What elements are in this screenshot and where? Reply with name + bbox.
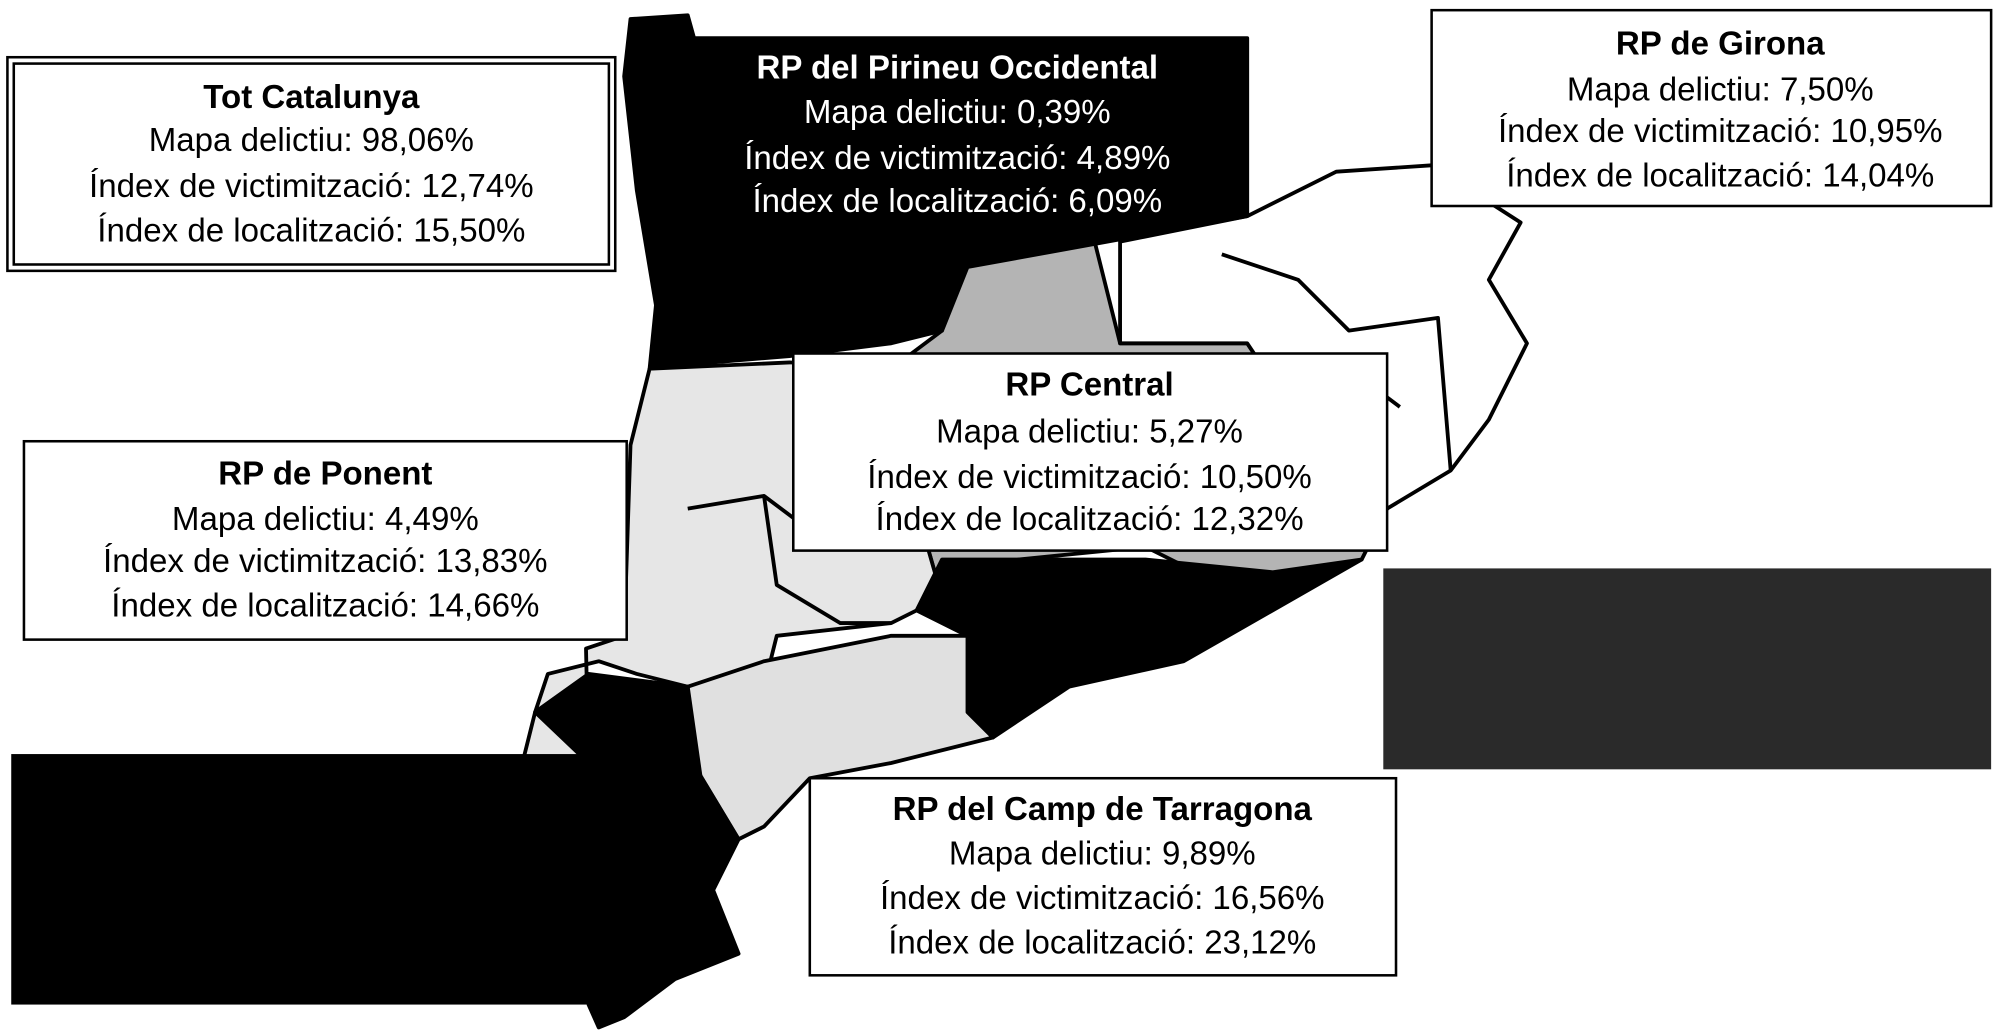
box-title: RP de Girona — [1616, 26, 1825, 63]
box-title: RP de Ponent — [218, 455, 432, 492]
box-line: Mapa delictiu: 4,49% — [172, 501, 479, 538]
black-block — [11, 754, 589, 1005]
box-tot-catalunya: Tot Catalunya Mapa delictiu: 98,06% Índe… — [6, 55, 617, 273]
box-line: Índex de localització: 14,66% — [111, 588, 539, 625]
comarca-border — [762, 495, 892, 625]
box-line: Índex de victimització: 13,83% — [103, 543, 548, 580]
box-central: RP Central Mapa delictiu: 5,27% Índex de… — [792, 352, 1389, 552]
box-line: Mapa delictiu: 5,27% — [936, 413, 1243, 450]
box — [1430, 8, 1993, 208]
box-line: Mapa delictiu: 98,06% — [149, 122, 474, 159]
box-line: Índex de victimització: 10,50% — [867, 459, 1312, 496]
region-barcelona — [914, 557, 1364, 740]
box-line: Índex de victimització: 16,56% — [880, 880, 1325, 917]
box-title: RP del Pirineu Occidental — [757, 50, 1159, 87]
box-pirineu: RP del Pirineu Occidental Mapa delictiu:… — [744, 50, 1170, 221]
box — [6, 55, 617, 273]
box-line: Índex de localització: 23,12% — [888, 925, 1316, 962]
region-pirineu — [622, 13, 1250, 371]
comarca-border — [1221, 252, 1453, 471]
box-girona: RP de Girona Mapa delictiu: 7,50% Índex … — [1430, 8, 1993, 208]
box — [808, 776, 1398, 977]
box-line: Índex de localització: 14,04% — [1506, 158, 1934, 195]
box-line: Mapa delictiu: 9,89% — [949, 836, 1256, 873]
box-line: Índex de victimització: 10,95% — [1498, 113, 1943, 150]
gray-block — [1383, 568, 1992, 770]
box-tarragona: RP del Camp de Tarragona Mapa delictiu: … — [808, 776, 1398, 977]
box-line: Mapa delictiu: 0,39% — [804, 94, 1111, 131]
box-inner — [12, 62, 611, 266]
box-title: RP del Camp de Tarragona — [893, 791, 1313, 828]
box-line: Índex de localització: 15,50% — [97, 212, 525, 249]
box-ponent: RP de Ponent Mapa delictiu: 4,49% Índex … — [22, 439, 628, 641]
box-line: Índex de victimització: 4,89% — [744, 140, 1170, 177]
box-line: Mapa delictiu: 7,50% — [1567, 71, 1874, 108]
box-line: Índex de victimització: 12,74% — [89, 168, 534, 205]
box — [792, 352, 1389, 552]
box-title: RP Central — [1005, 366, 1173, 403]
box-line: Índex de localització: 6,09% — [752, 183, 1162, 220]
box-title: Tot Catalunya — [203, 79, 420, 116]
box — [22, 439, 628, 641]
box-line: Índex de localització: 12,32% — [876, 501, 1304, 538]
